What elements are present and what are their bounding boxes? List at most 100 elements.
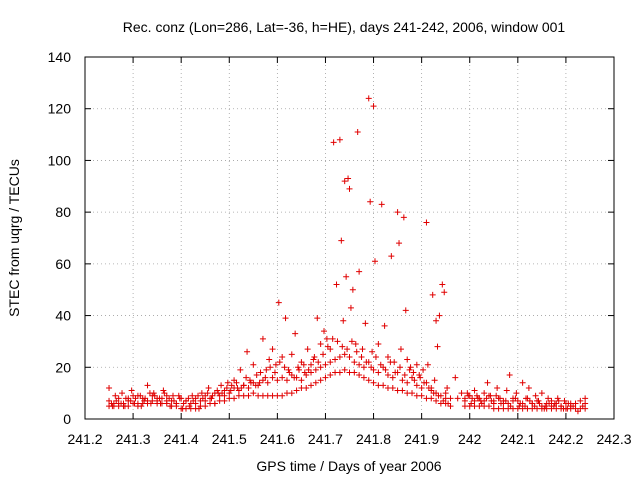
data-point: [344, 346, 351, 353]
data-point: [231, 395, 238, 402]
data-point: [310, 356, 317, 363]
data-point: [421, 379, 428, 386]
data-point: [144, 400, 151, 407]
data-point: [224, 379, 231, 386]
data-point: [494, 384, 501, 391]
data-point: [322, 361, 329, 368]
x-tick-label: 242.2: [548, 431, 583, 447]
data-point: [190, 397, 197, 404]
data-point: [560, 405, 567, 412]
y-tick-label: 140: [48, 49, 72, 65]
data-point: [244, 348, 251, 355]
data-point: [464, 390, 471, 397]
data-point: [226, 390, 233, 397]
data-point: [356, 268, 363, 275]
data-point: [151, 392, 158, 399]
data-point: [308, 382, 315, 389]
data-point: [396, 240, 403, 247]
data-point: [346, 353, 353, 360]
data-point: [257, 369, 264, 376]
data-point: [570, 403, 577, 410]
data-point: [440, 397, 447, 404]
data-point: [185, 395, 192, 402]
data-point: [554, 395, 561, 402]
x-tick-label: 241.4: [164, 431, 199, 447]
x-tick-label: 241.2: [67, 431, 102, 447]
data-point: [125, 403, 132, 410]
data-point: [531, 403, 538, 410]
data-point: [360, 364, 367, 371]
data-point: [436, 312, 443, 319]
data-point: [365, 95, 372, 102]
data-point: [322, 374, 329, 381]
plot-frame: [84, 56, 615, 420]
data-point: [488, 397, 495, 404]
data-point: [343, 273, 350, 280]
data-point: [430, 390, 437, 397]
data-point: [288, 351, 295, 358]
data-point: [389, 374, 396, 381]
data-point: [471, 387, 478, 394]
data-point: [362, 320, 369, 327]
data-point: [264, 379, 271, 386]
data-point: [305, 366, 312, 373]
data-point: [245, 392, 252, 399]
data-point: [545, 395, 552, 402]
data-point: [146, 390, 153, 397]
y-tick-label: 20: [55, 359, 71, 375]
data-point: [413, 382, 420, 389]
data-point: [263, 366, 270, 373]
data-point: [582, 395, 589, 402]
data-point: [526, 397, 533, 404]
x-axis-label: GPS time / Days of year 2006: [256, 458, 441, 474]
data-point: [134, 403, 141, 410]
data-point: [189, 392, 196, 399]
data-point: [199, 395, 206, 402]
data-point: [416, 372, 423, 379]
data-point: [292, 330, 299, 337]
data-point: [435, 392, 442, 399]
data-point: [424, 361, 431, 368]
data-point: [137, 392, 144, 399]
data-point: [399, 387, 406, 394]
data-point: [478, 400, 485, 407]
data-point: [377, 361, 384, 368]
data-point: [577, 397, 584, 404]
data-point: [351, 369, 358, 376]
data-point: [327, 359, 334, 366]
data-point: [439, 281, 446, 288]
data-point: [303, 384, 310, 391]
data-point: [334, 338, 341, 345]
data-point: [425, 384, 432, 391]
data-point: [330, 139, 337, 146]
data-point: [452, 374, 459, 381]
data-point: [370, 103, 377, 110]
data-point: [250, 390, 257, 397]
grid-lines: [85, 57, 614, 419]
data-point: [399, 377, 406, 384]
data-point: [461, 395, 468, 402]
data-point: [339, 343, 346, 350]
data-point: [283, 377, 290, 384]
data-point: [127, 397, 134, 404]
data-point: [243, 374, 250, 381]
data-point: [267, 364, 274, 371]
data-point: [406, 366, 413, 373]
data-point: [315, 359, 322, 366]
data-point: [561, 397, 568, 404]
data-point: [394, 209, 401, 216]
data-point: [321, 328, 328, 335]
data-point: [429, 291, 436, 298]
data-point: [445, 400, 452, 407]
data-point: [538, 390, 545, 397]
data-point: [312, 366, 319, 373]
data-point: [352, 341, 359, 348]
data-point: [259, 335, 266, 342]
data-point: [170, 397, 177, 404]
x-tick-label: 241.6: [260, 431, 295, 447]
y-tick-label: 60: [55, 256, 71, 272]
data-point: [336, 136, 343, 143]
data-point: [546, 400, 553, 407]
data-point: [371, 258, 378, 265]
